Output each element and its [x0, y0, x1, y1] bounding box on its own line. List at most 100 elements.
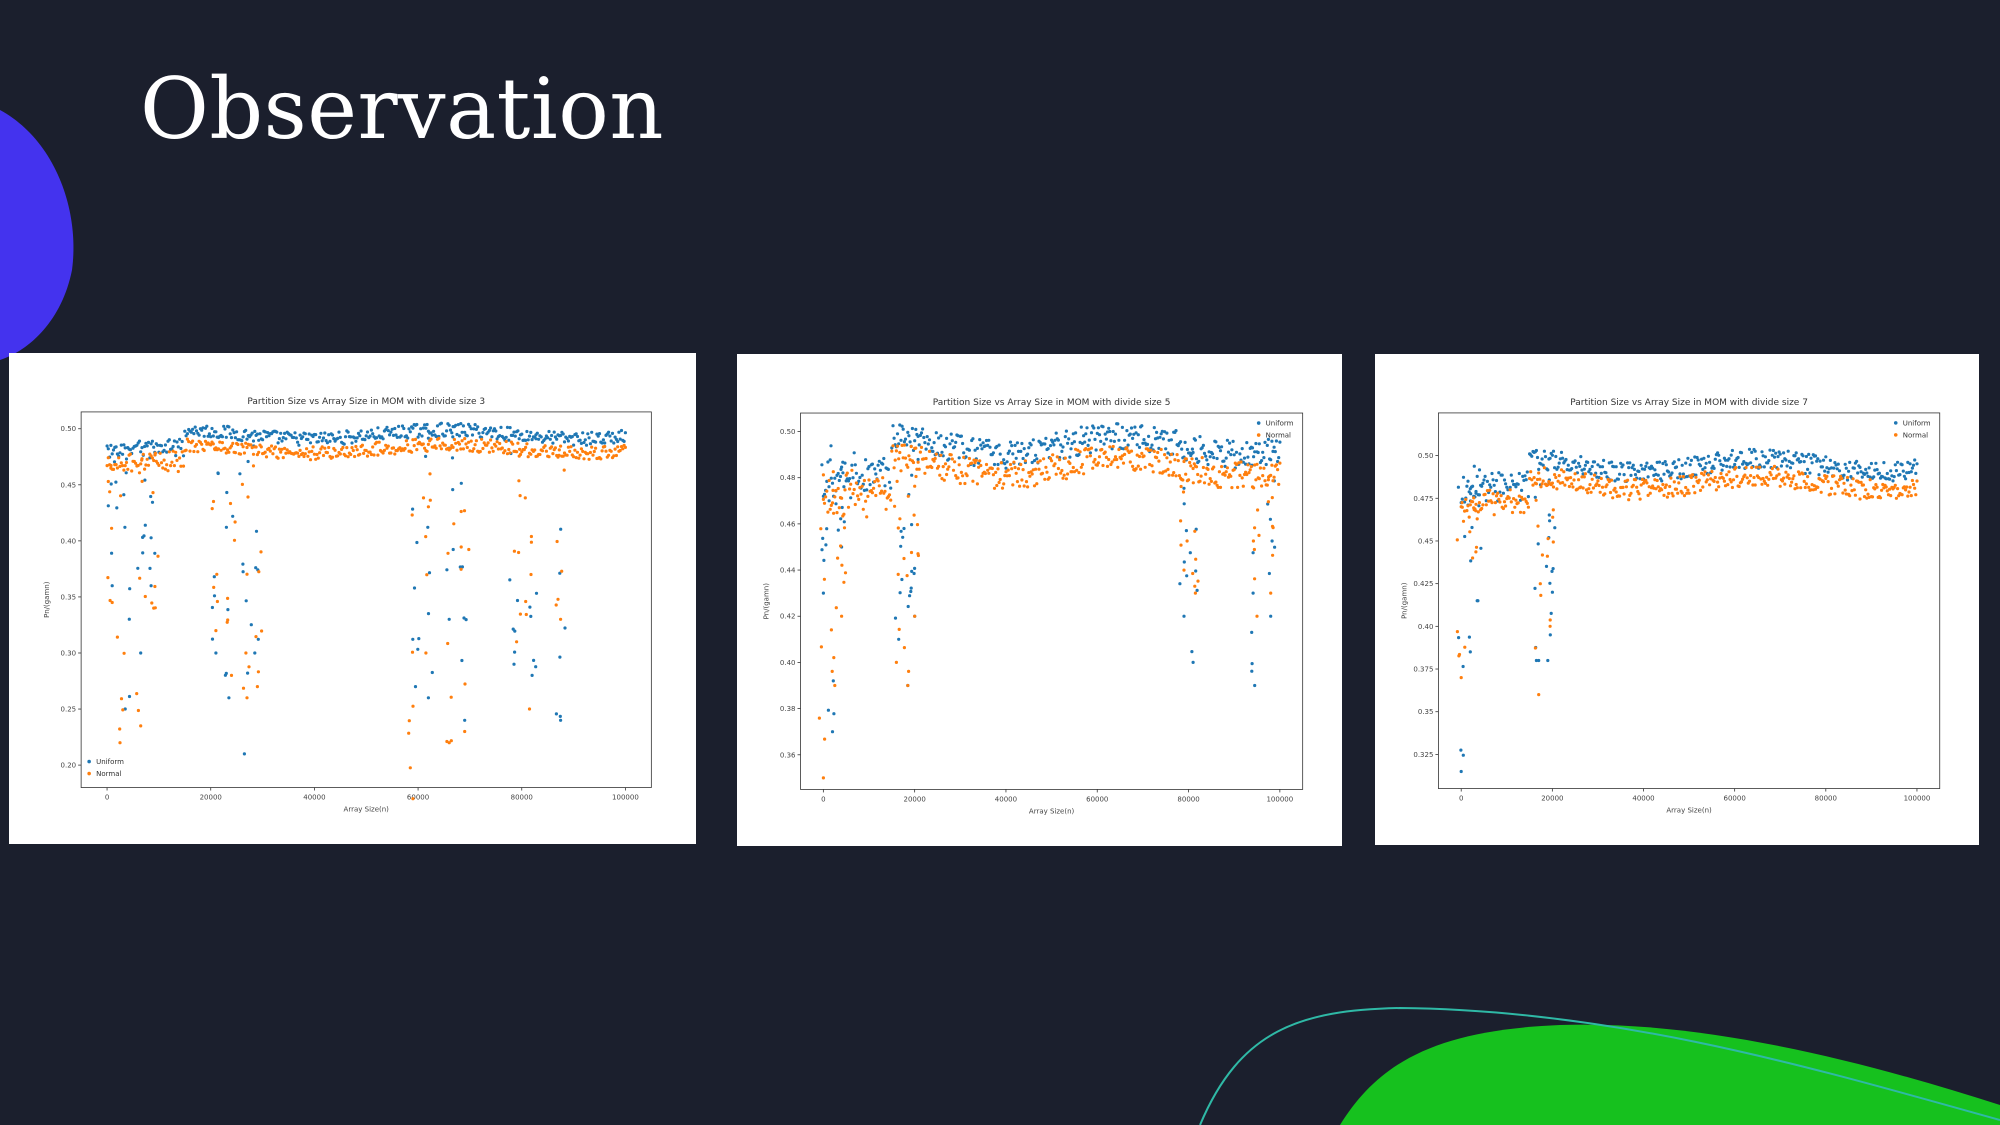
data-point [115, 466, 119, 470]
data-point [1034, 453, 1038, 457]
data-point [1548, 456, 1552, 460]
data-point [312, 452, 316, 456]
data-point [827, 478, 831, 483]
data-point [1183, 440, 1187, 444]
data-point [1677, 458, 1681, 462]
data-point [1508, 485, 1512, 489]
data-point [1704, 461, 1708, 465]
data-point [895, 479, 899, 483]
data-point [1703, 470, 1707, 474]
data-point [222, 424, 226, 428]
data-point [1474, 502, 1478, 506]
data-point [144, 441, 148, 445]
data-point [1664, 463, 1668, 467]
data-point [106, 479, 110, 484]
data-point [238, 472, 242, 476]
data-point [1600, 465, 1605, 469]
data-point [1842, 473, 1846, 477]
data-point [281, 436, 285, 440]
data-point [910, 426, 914, 431]
data-point [212, 575, 216, 579]
data-point [1638, 497, 1642, 501]
data-point [1210, 452, 1215, 456]
data-point [314, 457, 318, 461]
data-point [1602, 458, 1606, 462]
data-point [119, 494, 123, 498]
data-point [833, 683, 837, 688]
data-point [145, 444, 149, 448]
data-point [1021, 456, 1025, 461]
data-point [1696, 481, 1700, 485]
data-point [1204, 472, 1208, 476]
data-point [1008, 440, 1013, 444]
data-point [1832, 474, 1836, 478]
data-point [1819, 490, 1823, 494]
data-point [446, 551, 450, 555]
data-point [1532, 476, 1536, 480]
data-point [1468, 503, 1472, 507]
data-point [860, 484, 864, 488]
data-point [1131, 464, 1135, 468]
x-axis-label: Array Size(n) [1666, 807, 1712, 815]
data-point [1869, 461, 1873, 466]
data-point [1631, 483, 1635, 487]
data-point [280, 447, 284, 451]
data-point [1569, 476, 1573, 480]
data-point [189, 430, 193, 434]
data-point [1561, 481, 1565, 485]
data-point [1660, 488, 1664, 492]
data-point [1684, 485, 1688, 490]
data-point [821, 776, 825, 780]
data-point [1762, 465, 1766, 469]
data-point [858, 486, 862, 490]
data-point [837, 478, 841, 483]
x-tick-label: 60000 [407, 794, 429, 802]
data-point [1038, 440, 1042, 444]
data-point [1071, 465, 1075, 470]
data-point [413, 685, 418, 689]
data-point [259, 445, 263, 449]
data-point [1085, 455, 1089, 459]
data-point [1904, 488, 1908, 492]
data-point [260, 629, 264, 633]
data-point [205, 424, 209, 428]
data-point [1224, 456, 1228, 460]
data-point [1637, 469, 1641, 474]
data-point [1171, 473, 1175, 477]
data-point [516, 429, 520, 433]
data-point [1700, 471, 1704, 475]
y-tick-label: 0.45 [1418, 537, 1434, 545]
data-point [233, 451, 237, 455]
data-point [1175, 453, 1179, 457]
data-point [1889, 469, 1893, 473]
data-point [254, 635, 258, 639]
data-point [1767, 477, 1771, 481]
data-point [1537, 467, 1541, 471]
data-point [943, 462, 948, 466]
data-point [1727, 457, 1731, 461]
data-point [1828, 458, 1832, 462]
data-point [1694, 473, 1698, 477]
data-point [831, 679, 835, 683]
data-point [998, 452, 1002, 456]
data-point [235, 430, 239, 434]
data-point [1803, 485, 1807, 490]
data-point [1167, 473, 1171, 477]
data-point [1833, 461, 1837, 465]
data-point [323, 446, 327, 450]
data-point [1671, 494, 1675, 498]
data-point [1779, 464, 1783, 468]
data-point [417, 432, 421, 436]
data-point [1538, 477, 1542, 481]
data-point [463, 729, 467, 734]
data-point [1721, 476, 1725, 480]
data-point [949, 432, 953, 436]
data-point [1531, 483, 1535, 487]
data-point [263, 430, 267, 434]
data-point [941, 465, 945, 469]
data-point [918, 433, 922, 437]
data-point [1501, 491, 1505, 495]
data-point [1092, 426, 1096, 430]
data-point [918, 450, 922, 454]
data-point [1780, 479, 1785, 483]
